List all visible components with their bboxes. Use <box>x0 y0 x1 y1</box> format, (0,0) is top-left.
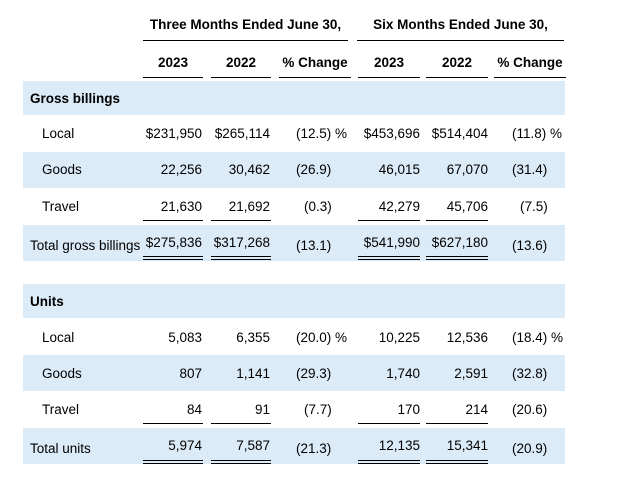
col-underline <box>494 77 566 78</box>
value-cell: (7.7) <box>304 402 332 417</box>
total-value-cell: $317,268 <box>213 235 270 250</box>
total-value-cell: 7,587 <box>236 438 270 453</box>
total-value-cell: (21.3) <box>296 441 332 456</box>
row-label: Goods <box>42 366 82 381</box>
value-cell: 1,740 <box>386 366 420 381</box>
three-months-underline <box>143 40 348 41</box>
col-head-2022-h: 2022 <box>441 55 473 70</box>
total-value-cell: 15,341 <box>446 438 488 453</box>
value-cell: 214 <box>465 402 488 417</box>
double-underline <box>426 460 488 464</box>
value-cell: (12.5) % <box>296 126 348 141</box>
double-underline <box>358 256 420 260</box>
value-cell: $231,950 <box>145 126 202 141</box>
total-value-cell: $541,990 <box>363 235 420 250</box>
col-underline <box>211 77 271 78</box>
value-cell: 170 <box>397 402 420 417</box>
col-head-2023-q: 2023 <box>157 55 189 70</box>
value-cell: 807 <box>179 366 202 381</box>
value-cell: (32.8) <box>512 366 548 381</box>
value-cell: 22,256 <box>160 162 202 177</box>
value-cell: 30,462 <box>228 162 270 177</box>
value-cell: $514,404 <box>431 126 488 141</box>
subtotal-line <box>426 220 488 221</box>
total-value-cell: 12,135 <box>378 438 420 453</box>
gross-billings-header-band <box>23 81 565 115</box>
six-months-underline <box>357 40 564 41</box>
value-cell: 67,070 <box>446 162 488 177</box>
value-cell: (7.5) <box>520 199 548 214</box>
subtotal-line <box>143 220 203 221</box>
value-cell: (18.4) % <box>512 330 564 345</box>
double-underline <box>426 256 488 260</box>
value-cell: 46,015 <box>378 162 420 177</box>
value-cell: 91 <box>254 402 270 417</box>
value-cell: (20.6) <box>512 402 548 417</box>
row-label: Goods <box>42 162 82 177</box>
total-value-cell: 5,974 <box>168 438 202 453</box>
subtotal-line <box>358 220 420 221</box>
subtotal-line <box>143 423 203 424</box>
row-label: Local <box>42 126 75 141</box>
subtotal-line <box>211 423 271 424</box>
value-cell: 84 <box>186 402 202 417</box>
col-underline <box>279 77 351 78</box>
goods-row-band <box>23 152 565 188</box>
double-underline <box>143 256 203 260</box>
subtotal-line <box>358 423 420 424</box>
value-cell: 21,692 <box>228 199 270 214</box>
subtotal-line <box>426 423 488 424</box>
units-header-band <box>23 284 565 318</box>
value-cell: (0.3) <box>304 199 332 214</box>
total-gross-billings-band <box>23 225 565 261</box>
total-label: Total gross billings <box>30 238 141 253</box>
total-value-cell: (13.1) <box>296 238 332 253</box>
value-cell: (26.9) <box>296 162 332 177</box>
value-cell: 21,630 <box>160 199 202 214</box>
subtotal-line <box>211 220 271 221</box>
value-cell: 5,083 <box>168 330 202 345</box>
double-underline <box>211 460 271 464</box>
three-months-header: Three Months Ended June 30, <box>149 17 342 32</box>
row-label: Local <box>42 330 75 345</box>
value-cell: 42,279 <box>378 199 420 214</box>
col-head-change-q: % Change <box>282 55 348 70</box>
six-months-header: Six Months Ended June 30, <box>373 17 548 32</box>
value-cell: 2,591 <box>454 366 488 381</box>
value-cell: 10,225 <box>378 330 420 345</box>
value-cell: 1,141 <box>236 366 270 381</box>
total-value-cell: (13.6) <box>512 238 548 253</box>
total-label: Total units <box>30 441 91 456</box>
col-head-2022-q: 2022 <box>225 55 257 70</box>
total-value-cell: $627,180 <box>431 235 488 250</box>
total-value-cell: (20.9) <box>512 441 548 456</box>
double-underline <box>143 460 203 464</box>
value-cell: (11.8) % <box>512 126 563 141</box>
total-units-band <box>23 428 565 464</box>
value-cell: 12,536 <box>446 330 488 345</box>
double-underline <box>211 256 271 260</box>
value-cell: (29.3) <box>296 366 332 381</box>
value-cell: 45,706 <box>446 199 488 214</box>
units-goods-row-band <box>23 355 565 391</box>
section-title-units: Units <box>30 294 64 309</box>
value-cell: $265,114 <box>214 126 270 141</box>
value-cell: $453,696 <box>363 126 420 141</box>
value-cell: (20.0) % <box>296 330 348 345</box>
total-value-cell: $275,836 <box>145 235 202 250</box>
col-underline <box>426 77 488 78</box>
col-head-change-h: % Change <box>497 55 563 70</box>
value-cell: (31.4) <box>512 162 548 177</box>
row-label: Travel <box>42 199 80 214</box>
col-underline <box>358 77 420 78</box>
value-cell: 6,355 <box>236 330 270 345</box>
row-label: Travel <box>42 402 80 417</box>
section-title-gross-billings: Gross billings <box>30 91 121 106</box>
double-underline <box>358 460 420 464</box>
col-underline <box>143 77 203 78</box>
col-head-2023-h: 2023 <box>373 55 405 70</box>
